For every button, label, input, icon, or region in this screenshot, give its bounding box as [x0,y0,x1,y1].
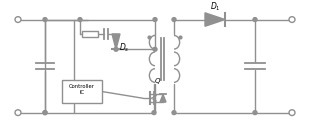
Circle shape [152,111,156,115]
Circle shape [289,17,295,22]
Polygon shape [205,13,225,26]
Text: $D_1$: $D_1$ [210,1,220,13]
Circle shape [78,18,82,22]
Circle shape [253,18,257,22]
Circle shape [43,111,47,115]
Circle shape [253,111,257,115]
Circle shape [153,18,157,22]
Circle shape [43,111,47,115]
Circle shape [153,47,157,51]
Circle shape [172,111,176,115]
Bar [62,80,102,103]
Circle shape [43,18,47,22]
Text: Controller
IC: Controller IC [69,84,95,95]
Circle shape [172,18,176,22]
Polygon shape [112,34,120,49]
Text: $D_s$: $D_s$ [119,41,130,54]
Text: $Q$: $Q$ [154,76,162,86]
Circle shape [289,110,295,116]
Circle shape [114,47,118,51]
Polygon shape [160,94,166,102]
Bar [82,31,98,37]
Circle shape [15,110,21,116]
Circle shape [15,17,21,22]
